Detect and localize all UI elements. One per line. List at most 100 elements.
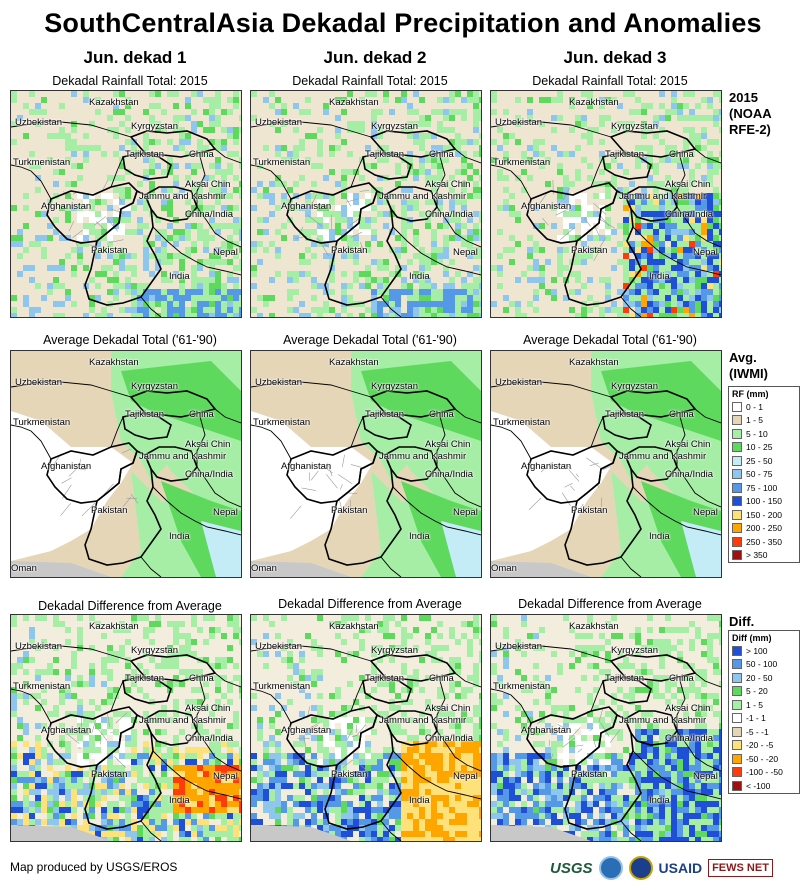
map-label-china: China: [189, 149, 214, 160]
map-label-aksai-chin: Aksai Chin: [425, 179, 471, 190]
diff-legend-title: Diff.: [729, 614, 755, 629]
map-average-dekad-1: Kazakhstan Uzbekistan Kyrgyzstan Turkmenist…: [10, 350, 242, 578]
difference-legend-swatch: [732, 699, 742, 710]
map-canvas: [11, 91, 241, 317]
column-title-dekad-2: Jun. dekad 2: [323, 48, 427, 67]
map-label-turkmenistan: Turkmenistan: [13, 681, 71, 692]
rainfall-legend-label: 150 - 200: [746, 509, 782, 520]
map-label-nepal: Nepal: [213, 771, 238, 782]
difference-legend-swatch: [732, 659, 742, 670]
rainfall-legend-row: 25 - 50: [729, 454, 799, 468]
difference-legend-swatch: [732, 740, 742, 751]
map-label-china-india: China/India: [425, 209, 474, 220]
map-label-china: China: [429, 149, 454, 160]
map-label-tajikistan: Tajikistan: [125, 149, 165, 160]
map-label-india: India: [649, 531, 670, 542]
difference-legend-row: -5 - -1: [729, 725, 799, 739]
map-rainfall-dekad-2: Kazakhstan Uzbekistan Kyrgyzstan Turkmenist…: [250, 90, 482, 318]
map-label-aksai-chin: Aksai Chin: [665, 439, 711, 450]
map-label-uzbekistan: Uzbekistan: [15, 117, 62, 128]
map-label-india: India: [649, 271, 670, 282]
difference-legend-heading: Diff (mm): [732, 633, 772, 643]
map-label-india: India: [409, 795, 430, 806]
map-label-afghanistan: Afghanistan: [281, 201, 332, 212]
map-label-jammu-kashmir: Jammu and Kashmir: [139, 451, 227, 462]
difference-legend-label: 20 - 50: [746, 672, 773, 683]
map-label-kyrgyzstan: Kyrgyzstan: [131, 645, 178, 656]
map-label-india: India: [409, 271, 430, 282]
map-label-oman: Oman: [491, 563, 517, 574]
map-label-kazakhstan: Kazakhstan: [329, 357, 379, 368]
map-label-pakistan: Pakistan: [331, 505, 368, 516]
map-label-kyrgyzstan: Kyrgyzstan: [611, 645, 658, 656]
map-label-nepal: Nepal: [693, 247, 718, 258]
map-difference-dekad-2: Kazakhstan Uzbekistan Kyrgyzstan Turkmenist…: [250, 614, 482, 842]
map-label-kazakhstan: Kazakhstan: [89, 621, 139, 632]
difference-legend-label: 5 - 20: [746, 686, 768, 697]
map-label-jammu-kashmir: Jammu and Kashmir: [619, 191, 707, 202]
map-canvas: [251, 351, 481, 577]
rainfall-legend-row: 150 - 200: [729, 508, 799, 522]
difference-legend-row: > 100: [729, 644, 799, 658]
rainfall-legend-swatch: [732, 415, 742, 426]
map-label-kazakhstan: Kazakhstan: [569, 97, 619, 108]
rainfall-legend-row: 5 - 10: [729, 427, 799, 441]
difference-legend-label: -1 - 1: [746, 713, 766, 724]
difference-legend-row: 50 - 100: [729, 658, 799, 672]
rainfall-legend-row: 50 - 75: [729, 468, 799, 482]
map-label-kyrgyzstan: Kyrgyzstan: [371, 121, 418, 132]
difference-legend-label: -5 - -1: [746, 726, 769, 737]
map-label-afghanistan: Afghanistan: [41, 201, 92, 212]
map-label-jammu-kashmir: Jammu and Kashmir: [619, 715, 707, 726]
map-label-pakistan: Pakistan: [331, 245, 368, 256]
page-title: SouthCentralAsia Dekadal Precipitation a…: [44, 8, 762, 38]
map-label-china-india: China/India: [425, 469, 474, 480]
map-label-tajikistan: Tajikistan: [605, 673, 645, 684]
map-label-kazakhstan: Kazakhstan: [89, 97, 139, 108]
difference-legend-swatch: [732, 645, 742, 656]
map-rainfall-dekad-1: Kazakhstan Uzbekistan Kyrgyzstan Turkmenist…: [10, 90, 242, 318]
map-label-china-india: China/India: [665, 469, 714, 480]
map-label-china-india: China/India: [665, 209, 714, 220]
difference-legend-row: < -100: [729, 779, 799, 793]
map-label-kyrgyzstan: Kyrgyzstan: [371, 381, 418, 392]
rainfall-legend-label: 75 - 100: [746, 482, 778, 493]
rainfall-legend-swatch: [732, 550, 742, 561]
map-label-afghanistan: Afghanistan: [41, 461, 92, 472]
rainfall-legend-swatch: [732, 469, 742, 480]
map-average-dekad-2: Kazakhstan Uzbekistan Kyrgyzstan Turkmenist…: [250, 350, 482, 578]
map-label-india: India: [409, 531, 430, 542]
difference-legend-swatch: [732, 780, 742, 791]
map-label-uzbekistan: Uzbekistan: [495, 641, 542, 652]
map-label-kyrgyzstan: Kyrgyzstan: [611, 121, 658, 132]
map-label-nepal: Nepal: [693, 771, 718, 782]
usgs-logo: USGS: [550, 859, 593, 877]
map-label-pakistan: Pakistan: [331, 769, 368, 780]
map-label-china-india: China/India: [185, 469, 234, 480]
map-label-uzbekistan: Uzbekistan: [15, 641, 62, 652]
map-label-kazakhstan: Kazakhstan: [89, 357, 139, 368]
map-label-aksai-chin: Aksai Chin: [665, 703, 711, 714]
rainfall-legend-label: 100 - 150: [746, 496, 782, 507]
map-label-kazakhstan: Kazakhstan: [569, 621, 619, 632]
map-label-turkmenistan: Turkmenistan: [253, 157, 311, 168]
rainfall-legend-swatch: [732, 442, 742, 453]
difference-legend-swatch: [732, 726, 742, 737]
map-label-jammu-kashmir: Jammu and Kashmir: [139, 715, 227, 726]
map-label-india: India: [169, 795, 190, 806]
map-canvas: [251, 615, 481, 841]
map-label-china-india: China/India: [185, 209, 234, 220]
panel-title-difference-3: Dekadal Difference from Average: [518, 597, 702, 611]
difference-legend-row: 5 - 20: [729, 685, 799, 699]
map-label-aksai-chin: Aksai Chin: [425, 439, 471, 450]
map-difference-dekad-3: Kazakhstan Uzbekistan Kyrgyzstan Turkmenist…: [490, 614, 722, 842]
map-canvas: [11, 351, 241, 577]
map-label-kyrgyzstan: Kyrgyzstan: [371, 645, 418, 656]
map-label-china: China: [189, 409, 214, 420]
map-label-turkmenistan: Turkmenistan: [493, 157, 551, 168]
map-canvas: [491, 615, 721, 841]
rainfall-legend-label: 50 - 75: [746, 469, 773, 480]
rainfall-legend-label: 250 - 350: [746, 536, 782, 547]
map-label-tajikistan: Tajikistan: [605, 409, 645, 420]
rainfall-legend-row: 250 - 350: [729, 535, 799, 549]
